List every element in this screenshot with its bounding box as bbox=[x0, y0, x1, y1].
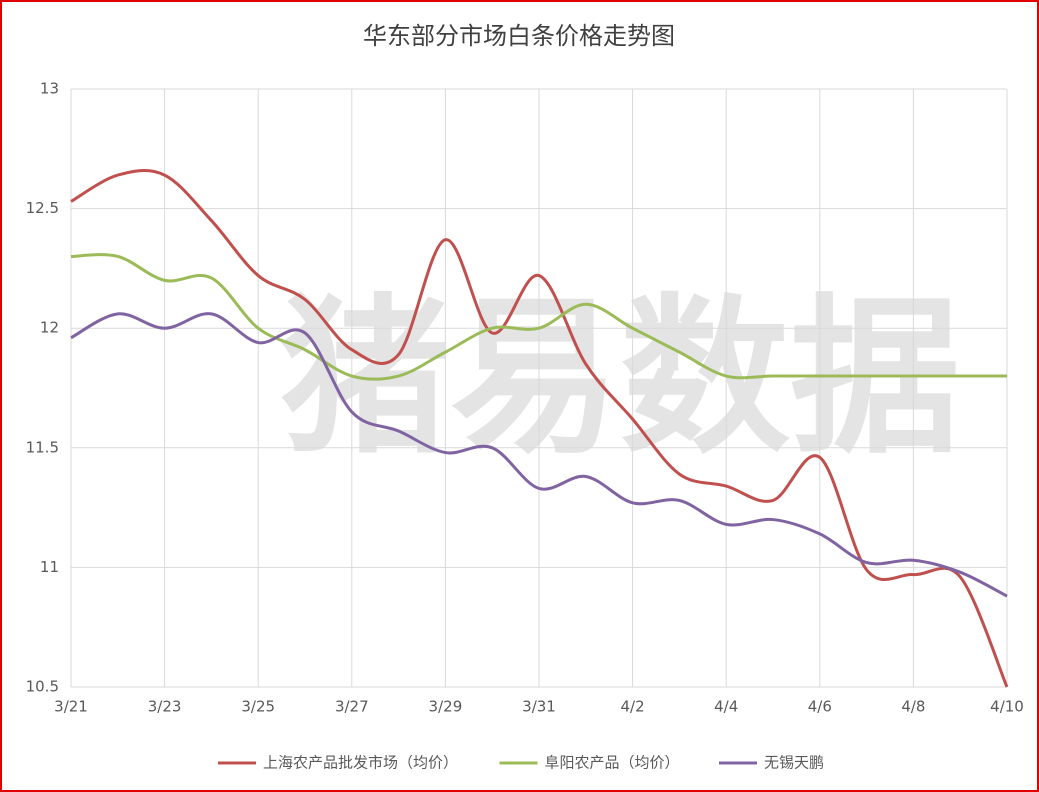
x-tick-label: 4/8 bbox=[901, 698, 925, 716]
series-line bbox=[70, 253, 1007, 381]
legend-label: 阜阳农产品（均价） bbox=[545, 754, 680, 772]
x-tick-label: 3/21 bbox=[54, 698, 88, 716]
y-tick-label: 12.5 bbox=[26, 199, 59, 217]
x-tick-label: 3/25 bbox=[241, 698, 275, 716]
chart-title: 华东部分市场白条价格走势图 bbox=[363, 22, 675, 50]
legend-label: 上海农产品批发市场（均价） bbox=[263, 754, 458, 772]
series-line bbox=[70, 169, 1009, 688]
y-tick-label: 10.5 bbox=[26, 678, 59, 696]
y-tick-label: 11.5 bbox=[26, 438, 59, 456]
y-tick-label: 13 bbox=[40, 80, 59, 98]
x-tick-label: 3/31 bbox=[522, 698, 556, 716]
x-tick-label: 4/2 bbox=[621, 698, 645, 716]
x-tick-label: 4/10 bbox=[990, 698, 1024, 716]
x-tick-label: 3/23 bbox=[148, 698, 182, 716]
y-tick-label: 11 bbox=[40, 558, 59, 576]
x-tick-label: 3/27 bbox=[335, 698, 369, 716]
x-tick-label: 3/29 bbox=[429, 698, 463, 716]
legend-label: 无锡天鹏 bbox=[764, 754, 824, 772]
x-tick-label: 4/4 bbox=[714, 698, 738, 716]
y-tick-label: 12 bbox=[40, 319, 59, 337]
x-tick-label: 4/6 bbox=[808, 698, 832, 716]
series-line bbox=[70, 312, 1008, 598]
